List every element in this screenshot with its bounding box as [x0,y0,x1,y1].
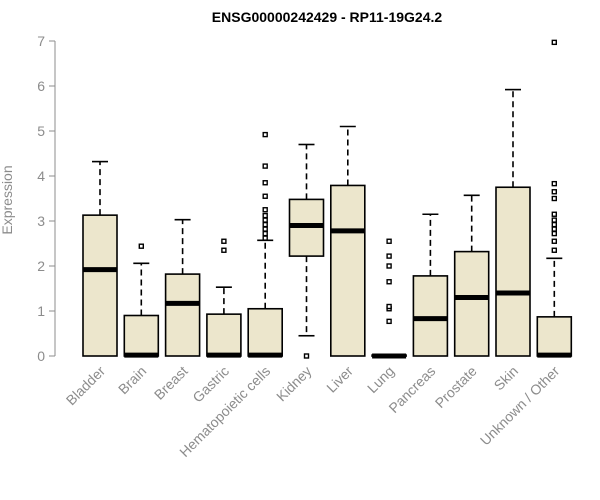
outlier-point [386,253,392,259]
iqr-box [412,275,449,357]
outlier-point [386,303,392,310]
iqr-box [329,184,366,357]
iqr-box [247,307,283,357]
box-kidney [288,143,325,359]
x-tick-label: Liver [323,363,356,396]
x-tick-label: Lung [364,363,397,396]
iqr-box [536,316,573,357]
box-brain [123,243,160,358]
y-tick-label: 7 [37,33,45,49]
box-pancreas [412,213,449,357]
plot-area [82,39,573,359]
y-tick-label: 5 [37,123,45,139]
iqr-box [123,314,160,357]
outlier-point [551,195,557,202]
outlier-point [551,217,557,223]
y-tick-label: 6 [37,78,45,94]
outlier-point [262,180,268,186]
outlier-point [262,230,268,237]
outlier-point [386,263,392,269]
box-lung [371,238,407,359]
y-tick-label: 2 [37,258,45,274]
y-tick-label: 3 [37,213,45,229]
x-tick-label: Kidney [273,363,315,405]
outlier-point [551,247,557,253]
x-tick-label: Skin [491,363,522,394]
outlier-point [262,226,268,232]
outlier-point [221,247,227,253]
y-axis-label: Expression [0,165,15,234]
outlier-point [262,217,268,223]
outlier-point [138,243,145,249]
outlier-point [262,235,268,241]
outlier-point [386,318,392,325]
x-tick-label: Brain [115,363,149,397]
outlier-point [551,189,557,195]
outlier-point [262,163,268,169]
box-hematopoietic-cells [247,131,283,358]
outlier-point [262,221,268,228]
box-skin [495,88,531,357]
outlier-point [262,207,268,213]
y-tick-label: 4 [37,168,45,184]
box-bladder [82,160,118,357]
iqr-box [206,313,242,357]
x-tick-label: Bladder [63,363,109,409]
outlier-point [262,212,268,219]
y-tick-label: 0 [37,348,45,364]
outlier-point [551,221,557,228]
outlier-point [551,211,557,217]
outlier-point [551,180,557,187]
iqr-box [495,186,531,357]
box-breast [164,218,201,357]
outlier-point [551,230,557,237]
chart-title: ENSG00000242429 - RP11-19G24.2 [212,9,443,25]
box-unknown-other [536,39,573,358]
y-axis: 0 1 2 3 4 5 6 7 [37,33,56,364]
box-prostate [453,194,490,357]
outlier-point [221,238,227,244]
box-gastric [206,238,242,358]
outlier-point [551,238,557,244]
outlier-point [386,238,392,244]
outlier-point [551,226,557,232]
outlier-point [386,279,392,285]
iqr-box [164,273,201,357]
outlier-point [262,193,268,199]
outlier-point [262,131,268,138]
outlier-point [303,353,310,359]
iqr-box [82,214,118,357]
y-tick-label: 1 [37,303,45,319]
outlier-point [551,39,557,46]
x-tick-label: Breast [151,363,191,403]
x-tick-label: Prostate [432,363,480,411]
iqr-box [453,250,490,357]
box-liver [329,125,366,357]
